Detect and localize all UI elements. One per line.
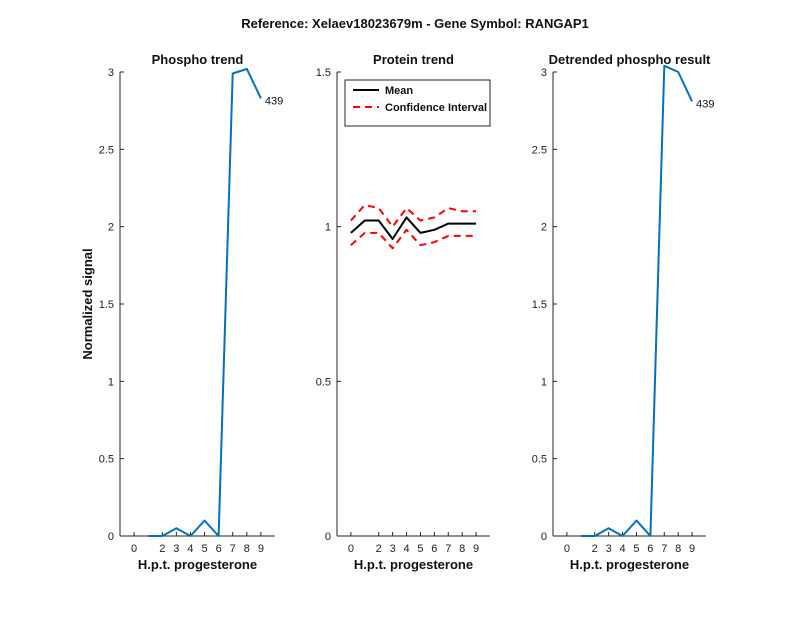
- legend-label: Confidence Interval: [385, 102, 487, 114]
- x-tick-label: 9: [258, 543, 264, 555]
- y-tick-label: 1: [108, 376, 114, 388]
- x-tick-label: 0: [131, 543, 137, 555]
- x-tick-label: 3: [606, 543, 612, 555]
- y-tick-label: 1.5: [99, 299, 114, 311]
- x-tick-label: 6: [216, 543, 222, 555]
- data-label: 439: [265, 95, 283, 107]
- y-tick-label: 0: [541, 531, 547, 543]
- y-tick-label: 0.5: [316, 376, 331, 388]
- y-tick-label: 1: [325, 222, 331, 234]
- x-tick-label: 9: [689, 543, 695, 555]
- y-tick-label: 2: [541, 222, 547, 234]
- series-line-1: [350, 216, 477, 240]
- y-tick-label: 0.5: [532, 454, 547, 466]
- y-tick-label: 2.5: [99, 144, 114, 156]
- y-tick-label: 1: [541, 376, 547, 388]
- chart-panel-2: 0 0.5 1 1.5 0 2 3 4 5 6 7 8 9 Protein trend H.p.t. pro…: [316, 52, 491, 572]
- x-tick-label: 5: [201, 543, 207, 555]
- legend-box: [344, 79, 491, 127]
- x-axis-title: H.p.t. progesterone: [354, 557, 473, 572]
- x-tick-label: 2: [159, 543, 165, 555]
- y-tick-label: 2: [108, 222, 114, 234]
- legend: Mean Confidence Interval: [344, 79, 491, 127]
- x-tick-label: 8: [459, 543, 465, 555]
- legend-label: Mean: [385, 85, 413, 97]
- x-tick-label: 2: [592, 543, 598, 555]
- y-tick-label: 2.5: [532, 144, 547, 156]
- x-tick-label: 8: [675, 543, 681, 555]
- x-tick-label: 3: [390, 543, 396, 555]
- panel-title: Phospho trend: [152, 52, 244, 67]
- y-tick-label: 1.5: [532, 299, 547, 311]
- x-tick-label: 6: [647, 543, 653, 555]
- x-tick-label: 4: [403, 543, 409, 555]
- series-line-1: [148, 67, 262, 537]
- panel-title: Protein trend: [373, 52, 454, 67]
- y-tick-label: 0: [325, 531, 331, 543]
- panel-title: Detrended phospho result: [549, 52, 711, 67]
- x-tick-label: 7: [230, 543, 236, 555]
- y-tick-label: 3: [541, 67, 547, 79]
- data-label: 439: [696, 98, 714, 110]
- x-tick-label: 2: [376, 543, 382, 555]
- x-tick-label: 0: [348, 543, 354, 555]
- y-tick-label: 0.5: [99, 454, 114, 466]
- x-tick-label: 8: [244, 543, 250, 555]
- x-tick-label: 5: [633, 543, 639, 555]
- x-axis-title: H.p.t. progesterone: [138, 557, 257, 572]
- y-axis-title: Normalized signal: [80, 248, 95, 359]
- y-tick-label: 1.5: [316, 67, 331, 79]
- x-tick-label: 4: [619, 543, 625, 555]
- x-tick-label: 6: [431, 543, 437, 555]
- series-line-2: [350, 204, 477, 228]
- figure-suptitle: Reference: Xelaev18023679m - Gene Symbol…: [241, 16, 589, 31]
- series-line-3: [350, 228, 477, 250]
- y-tick-label: 0: [108, 531, 114, 543]
- x-tick-label: 3: [173, 543, 179, 555]
- x-tick-label: 5: [417, 543, 423, 555]
- x-tick-label: 4: [187, 543, 193, 555]
- x-tick-label: 9: [473, 543, 479, 555]
- x-axis-title: H.p.t. progesterone: [570, 557, 689, 572]
- x-tick-label: 7: [445, 543, 451, 555]
- y-tick-label: 3: [108, 67, 114, 79]
- x-tick-label: 0: [564, 543, 570, 555]
- x-tick-label: 7: [661, 543, 667, 555]
- series-line-1: [580, 64, 694, 537]
